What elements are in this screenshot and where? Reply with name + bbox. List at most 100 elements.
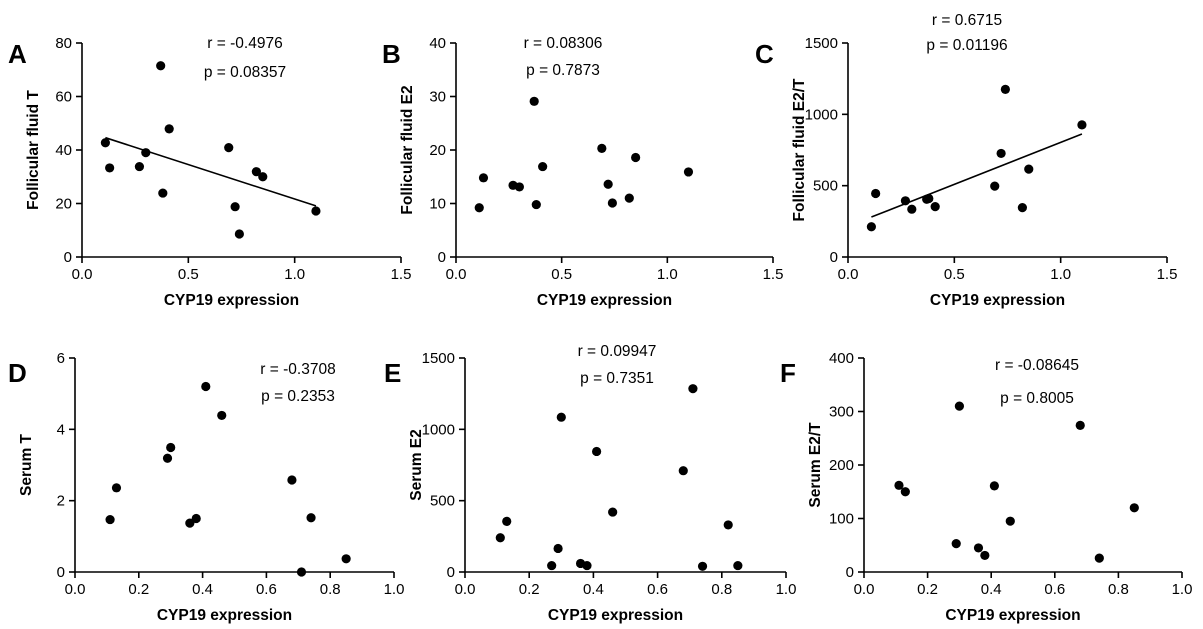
data-point [217, 410, 227, 421]
y-tick-label: 400 [829, 350, 854, 367]
x-tick-label: 1.5 [1157, 266, 1178, 283]
x-tick-label: 0.5 [178, 266, 199, 283]
data-point [894, 480, 904, 490]
data-point [866, 222, 876, 232]
data-point [251, 167, 261, 177]
x-tick-label: 0.4 [981, 581, 1002, 598]
data-point [697, 561, 708, 571]
data-point [538, 161, 548, 172]
data-point [723, 520, 733, 530]
y-axis-title: Serum T [18, 433, 35, 496]
p-value-label: p = 0.08357 [204, 64, 286, 81]
data-point [306, 513, 316, 523]
x-tick-label: 0.2 [917, 581, 938, 598]
data-point [624, 193, 634, 203]
y-tick-label: 20 [429, 142, 446, 159]
x-tick-label: 0.0 [446, 266, 467, 283]
y-tick-label: 0 [438, 249, 446, 266]
x-tick-label: 1.0 [776, 581, 797, 598]
x-tick-label: 0.0 [854, 581, 875, 598]
data-point [100, 138, 110, 148]
data-point [996, 148, 1006, 159]
y-tick-label: 1500 [805, 35, 838, 52]
y-tick-label: 0 [846, 564, 854, 581]
x-tick-label: 1.0 [657, 266, 678, 283]
y-axis-title: Follicular fluid T [25, 90, 42, 210]
data-point [678, 466, 688, 476]
data-point [607, 198, 617, 208]
y-tick-label: 0 [447, 564, 455, 581]
data-point [582, 560, 592, 571]
data-point [900, 487, 910, 497]
data-point [597, 143, 607, 153]
x-tick-label: 0.4 [192, 581, 213, 598]
data-point [234, 229, 244, 239]
data-point [296, 567, 307, 577]
y-tick-label: 40 [429, 35, 446, 52]
p-value-label: p = 0.8005 [1000, 390, 1074, 407]
y-tick-label: 1000 [805, 106, 838, 123]
y-tick-label: 500 [813, 178, 838, 195]
x-tick-label: 0.8 [711, 581, 732, 598]
data-point [105, 163, 115, 173]
y-tick-label: 0 [57, 564, 65, 581]
data-point [134, 161, 145, 172]
y-tick-label: 60 [55, 89, 72, 106]
data-point [158, 188, 168, 198]
regression-line [105, 136, 317, 207]
data-point [1000, 84, 1010, 94]
data-point [156, 61, 166, 71]
data-point [1094, 553, 1104, 563]
data-point [141, 148, 151, 158]
data-point [474, 203, 484, 213]
x-tick-label: 1.0 [1172, 581, 1193, 598]
p-value-label: p = 0.7873 [526, 62, 600, 79]
data-point [311, 206, 321, 216]
panel-label-e: E [384, 358, 401, 388]
y-tick-label: 100 [829, 511, 854, 528]
panel-label-c: C [755, 39, 774, 69]
r-value-label: r = 0.6715 [932, 12, 1002, 29]
data-point [608, 507, 618, 517]
data-point [592, 446, 602, 457]
data-point [871, 188, 881, 199]
data-point [907, 204, 917, 214]
data-point [603, 179, 613, 189]
data-point [556, 412, 566, 422]
data-point [1129, 503, 1139, 513]
y-tick-label: 6 [57, 350, 65, 367]
data-point [688, 384, 698, 394]
panel-label-d: D [8, 358, 27, 388]
data-point [900, 196, 911, 206]
data-point [191, 513, 201, 524]
data-point [547, 560, 557, 571]
data-point [989, 481, 999, 491]
x-axis-title: CYP19 expression [537, 292, 672, 309]
panel-label-f: F [780, 358, 796, 388]
data-point [990, 181, 1000, 191]
y-tick-label: 30 [429, 89, 446, 106]
data-point [287, 475, 297, 485]
x-tick-label: 0.2 [519, 581, 540, 598]
data-point [531, 199, 541, 210]
x-tick-label: 0.8 [320, 581, 341, 598]
data-point [1017, 203, 1027, 213]
data-point [1075, 420, 1085, 431]
data-point [341, 554, 351, 564]
x-axis-title: CYP19 expression [164, 292, 299, 309]
data-point [1024, 164, 1034, 174]
data-point [980, 550, 990, 561]
panel-label-a: A [8, 39, 27, 69]
y-tick-label: 1500 [422, 350, 455, 367]
data-point [553, 543, 563, 554]
data-point [924, 193, 934, 204]
x-tick-label: 0.0 [65, 581, 86, 598]
x-tick-label: 0.5 [551, 266, 572, 283]
data-point [111, 483, 122, 493]
x-axis-title: CYP19 expression [548, 607, 683, 624]
y-axis-title: Follicular fluid E2 [399, 85, 416, 214]
data-point [1077, 120, 1087, 130]
p-value-label: p = 0.2353 [261, 388, 335, 405]
data-point [514, 182, 525, 192]
data-point [230, 202, 240, 212]
